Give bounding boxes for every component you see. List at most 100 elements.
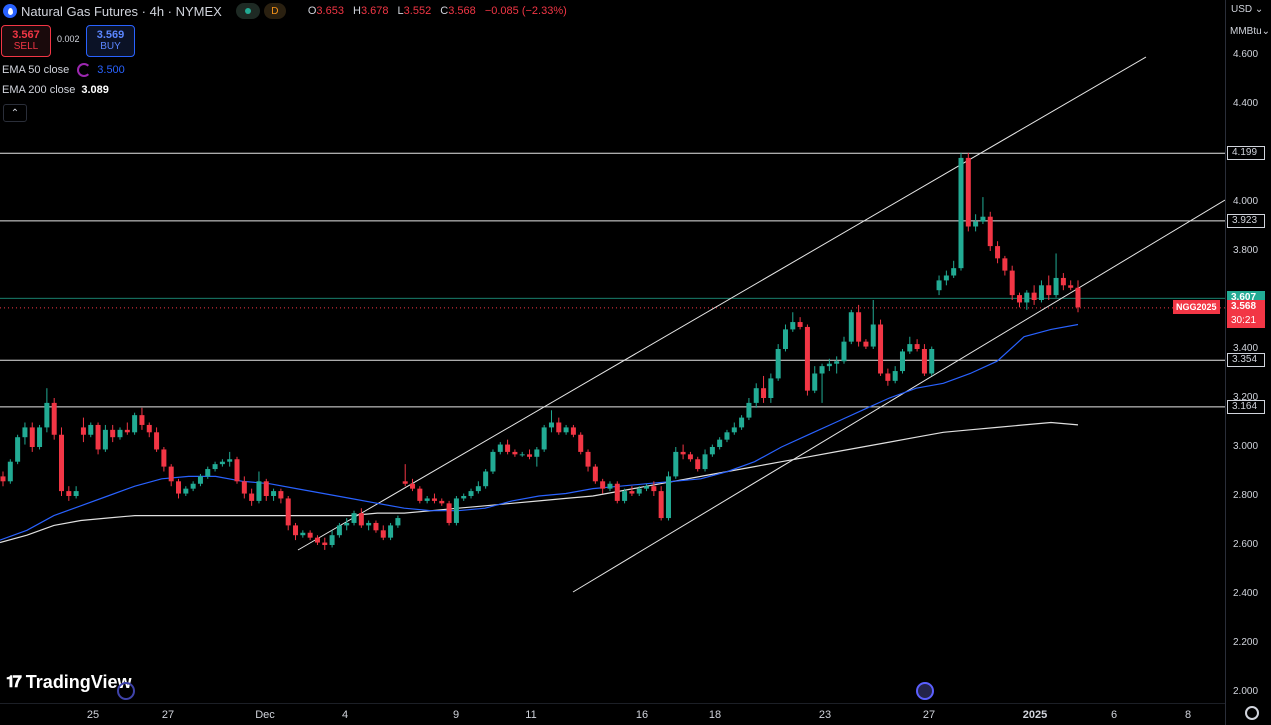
replay-marker-icon[interactable] (916, 682, 934, 700)
candle-body (336, 525, 342, 536)
candle-body (154, 432, 160, 450)
candle-body (124, 429, 130, 433)
ema50-label: EMA 50 close (2, 64, 70, 76)
ema50-line (0, 323, 1079, 541)
spread-value: 0.002 (57, 34, 80, 44)
replay-marker-icon[interactable] (117, 682, 135, 700)
candle-body (7, 461, 13, 482)
candle-body (29, 427, 35, 447)
level-price-tag[interactable]: 4.199 (1227, 146, 1265, 161)
candle-body (0, 476, 6, 482)
candle-body (856, 312, 862, 342)
candle-body (59, 434, 65, 492)
ema50-value: 3.500 (97, 64, 125, 76)
candle-body (66, 491, 72, 496)
candle-body (1024, 292, 1030, 303)
candle-body (527, 454, 533, 457)
level-price-tag[interactable]: 3.164 (1227, 399, 1265, 414)
sell-button[interactable]: 3.567 SELL (1, 25, 51, 57)
time-tick-label: 18 (708, 709, 722, 721)
candle-body (176, 481, 182, 494)
unit-selector[interactable]: MMBtu⌄ (1230, 26, 1270, 37)
candle-body (139, 415, 145, 425)
ema50-legend[interactable]: EMA 50 close 3.500 (2, 63, 125, 77)
candle-body (775, 349, 781, 379)
currency-label: USD (1231, 4, 1253, 15)
ohlc-open-value: 3.653 (316, 5, 344, 17)
time-tick-label: 11 (525, 709, 537, 721)
ema200-legend[interactable]: EMA 200 close 3.089 (2, 84, 109, 96)
candle-body (132, 415, 138, 433)
candle-body (534, 449, 540, 457)
candle-body (271, 491, 277, 496)
candle-body (790, 322, 796, 330)
price-chart[interactable] (0, 0, 1225, 703)
collapse-legend-button[interactable]: ⌃ (3, 104, 27, 122)
symbol-title[interactable]: Natural Gas Futures · 4h · NYMEX (21, 3, 222, 19)
candle-body (410, 483, 416, 489)
candle-body (15, 437, 21, 462)
candle-body (475, 486, 481, 492)
candle-body (146, 424, 152, 433)
data-badge[interactable]: D (263, 3, 286, 19)
ohlc-close-key: C (440, 5, 449, 17)
candle-body (161, 449, 167, 467)
candle-body (1046, 285, 1052, 296)
candle-body (234, 459, 240, 482)
time-tick-label: 9 (452, 709, 460, 721)
level-price-tag[interactable]: 3.354 (1227, 353, 1265, 368)
level-price-tag[interactable]: 3.923 (1227, 213, 1265, 228)
price-tick-label: 4.400 (1233, 98, 1259, 109)
candle-body (804, 326, 810, 391)
candle-body (761, 388, 767, 398)
currency-selector[interactable]: USD ⌄ (1231, 4, 1263, 15)
candle-body (417, 488, 423, 501)
candle-body (380, 530, 386, 538)
candle-body (402, 481, 408, 484)
current-price-tag[interactable]: 3.568 (1227, 300, 1265, 314)
buy-button[interactable]: 3.569 BUY (86, 25, 135, 57)
tradingview-logo-icon: 𝟏𝟕 (6, 673, 22, 691)
candle-body (431, 498, 437, 501)
ohlc-close-value: 3.568 (448, 5, 476, 17)
candle-body (1060, 277, 1066, 286)
price-tick-label: 2.800 (1233, 490, 1259, 501)
candle-body (1016, 295, 1022, 303)
candle-body (453, 498, 459, 523)
tradingview-logo[interactable]: 𝟏𝟕 TradingView (6, 672, 132, 693)
candle-body (1053, 277, 1059, 296)
candle-body (936, 280, 942, 291)
market-status-icon[interactable] (235, 3, 260, 19)
time-tick-label: 6 (1110, 709, 1118, 721)
candle-body (212, 464, 218, 470)
gear-icon[interactable] (1245, 706, 1259, 720)
price-axis[interactable] (1225, 0, 1271, 725)
candle-body (658, 491, 664, 519)
candle-body (519, 454, 525, 456)
candle-body (293, 525, 299, 536)
candle-body (1002, 258, 1008, 271)
ohlc-readout: O3.653 H3.678 L3.552 C3.568 −0.085 (−2.3… (308, 5, 573, 17)
ema200-label: EMA 200 close (2, 84, 76, 96)
candle-body (841, 341, 847, 362)
candle-body (446, 503, 452, 523)
candle-body (468, 491, 474, 496)
candle-body (973, 221, 979, 227)
candle-body (863, 341, 869, 347)
candle-body (1038, 285, 1044, 300)
candle-body (358, 513, 364, 526)
candle-body (702, 454, 708, 470)
candle-body (695, 459, 701, 470)
candle-body (548, 422, 554, 428)
candle-body (373, 522, 379, 531)
candle-body (168, 466, 174, 482)
chevron-down-icon: ⌄ (1254, 4, 1264, 15)
loading-spinner-icon (77, 63, 92, 77)
candle-body (819, 366, 825, 374)
candle-body (951, 268, 957, 276)
candle-body (907, 344, 913, 352)
candle-body (388, 525, 394, 538)
candle-body (505, 444, 511, 452)
candle-body (899, 351, 905, 372)
candle-body (826, 363, 832, 367)
